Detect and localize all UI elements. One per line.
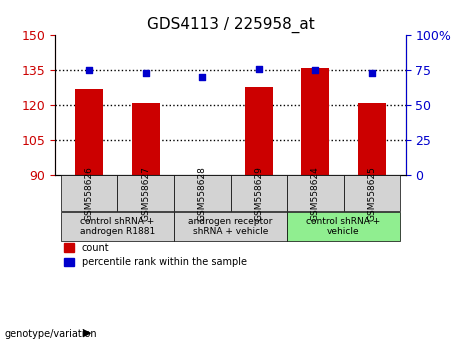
- Bar: [245, 87, 273, 175]
- Bar: [131, 103, 160, 175]
- FancyBboxPatch shape: [343, 175, 400, 211]
- Text: GSM558627: GSM558627: [141, 166, 150, 221]
- Text: control shRNA +
vehicle: control shRNA + vehicle: [307, 217, 381, 236]
- Text: GSM558629: GSM558629: [254, 166, 263, 221]
- FancyBboxPatch shape: [61, 212, 174, 241]
- FancyBboxPatch shape: [118, 175, 174, 211]
- Text: genotype/variation: genotype/variation: [5, 329, 97, 339]
- Bar: [301, 68, 330, 175]
- Bar: [75, 89, 103, 175]
- Point: [312, 68, 319, 73]
- Text: control shRNA +
androgen R1881: control shRNA + androgen R1881: [80, 217, 155, 236]
- FancyBboxPatch shape: [287, 212, 400, 241]
- Bar: [358, 103, 386, 175]
- Text: GSM558626: GSM558626: [85, 166, 94, 221]
- FancyBboxPatch shape: [61, 175, 118, 211]
- Text: GSM558624: GSM558624: [311, 166, 320, 221]
- FancyBboxPatch shape: [287, 175, 343, 211]
- Title: GDS4113 / 225958_at: GDS4113 / 225958_at: [147, 16, 314, 33]
- FancyBboxPatch shape: [174, 175, 230, 211]
- Text: GSM558628: GSM558628: [198, 166, 207, 221]
- Point: [255, 66, 262, 72]
- Point: [368, 70, 375, 76]
- FancyBboxPatch shape: [230, 175, 287, 211]
- Legend: count, percentile rank within the sample: count, percentile rank within the sample: [60, 239, 250, 271]
- Text: androgen receptor
shRNA + vehicle: androgen receptor shRNA + vehicle: [188, 217, 273, 236]
- Point: [199, 75, 206, 80]
- Text: GSM558625: GSM558625: [367, 166, 376, 221]
- Text: ▶: ▶: [83, 327, 91, 337]
- FancyBboxPatch shape: [174, 212, 287, 241]
- Point: [86, 68, 93, 73]
- Point: [142, 70, 149, 76]
